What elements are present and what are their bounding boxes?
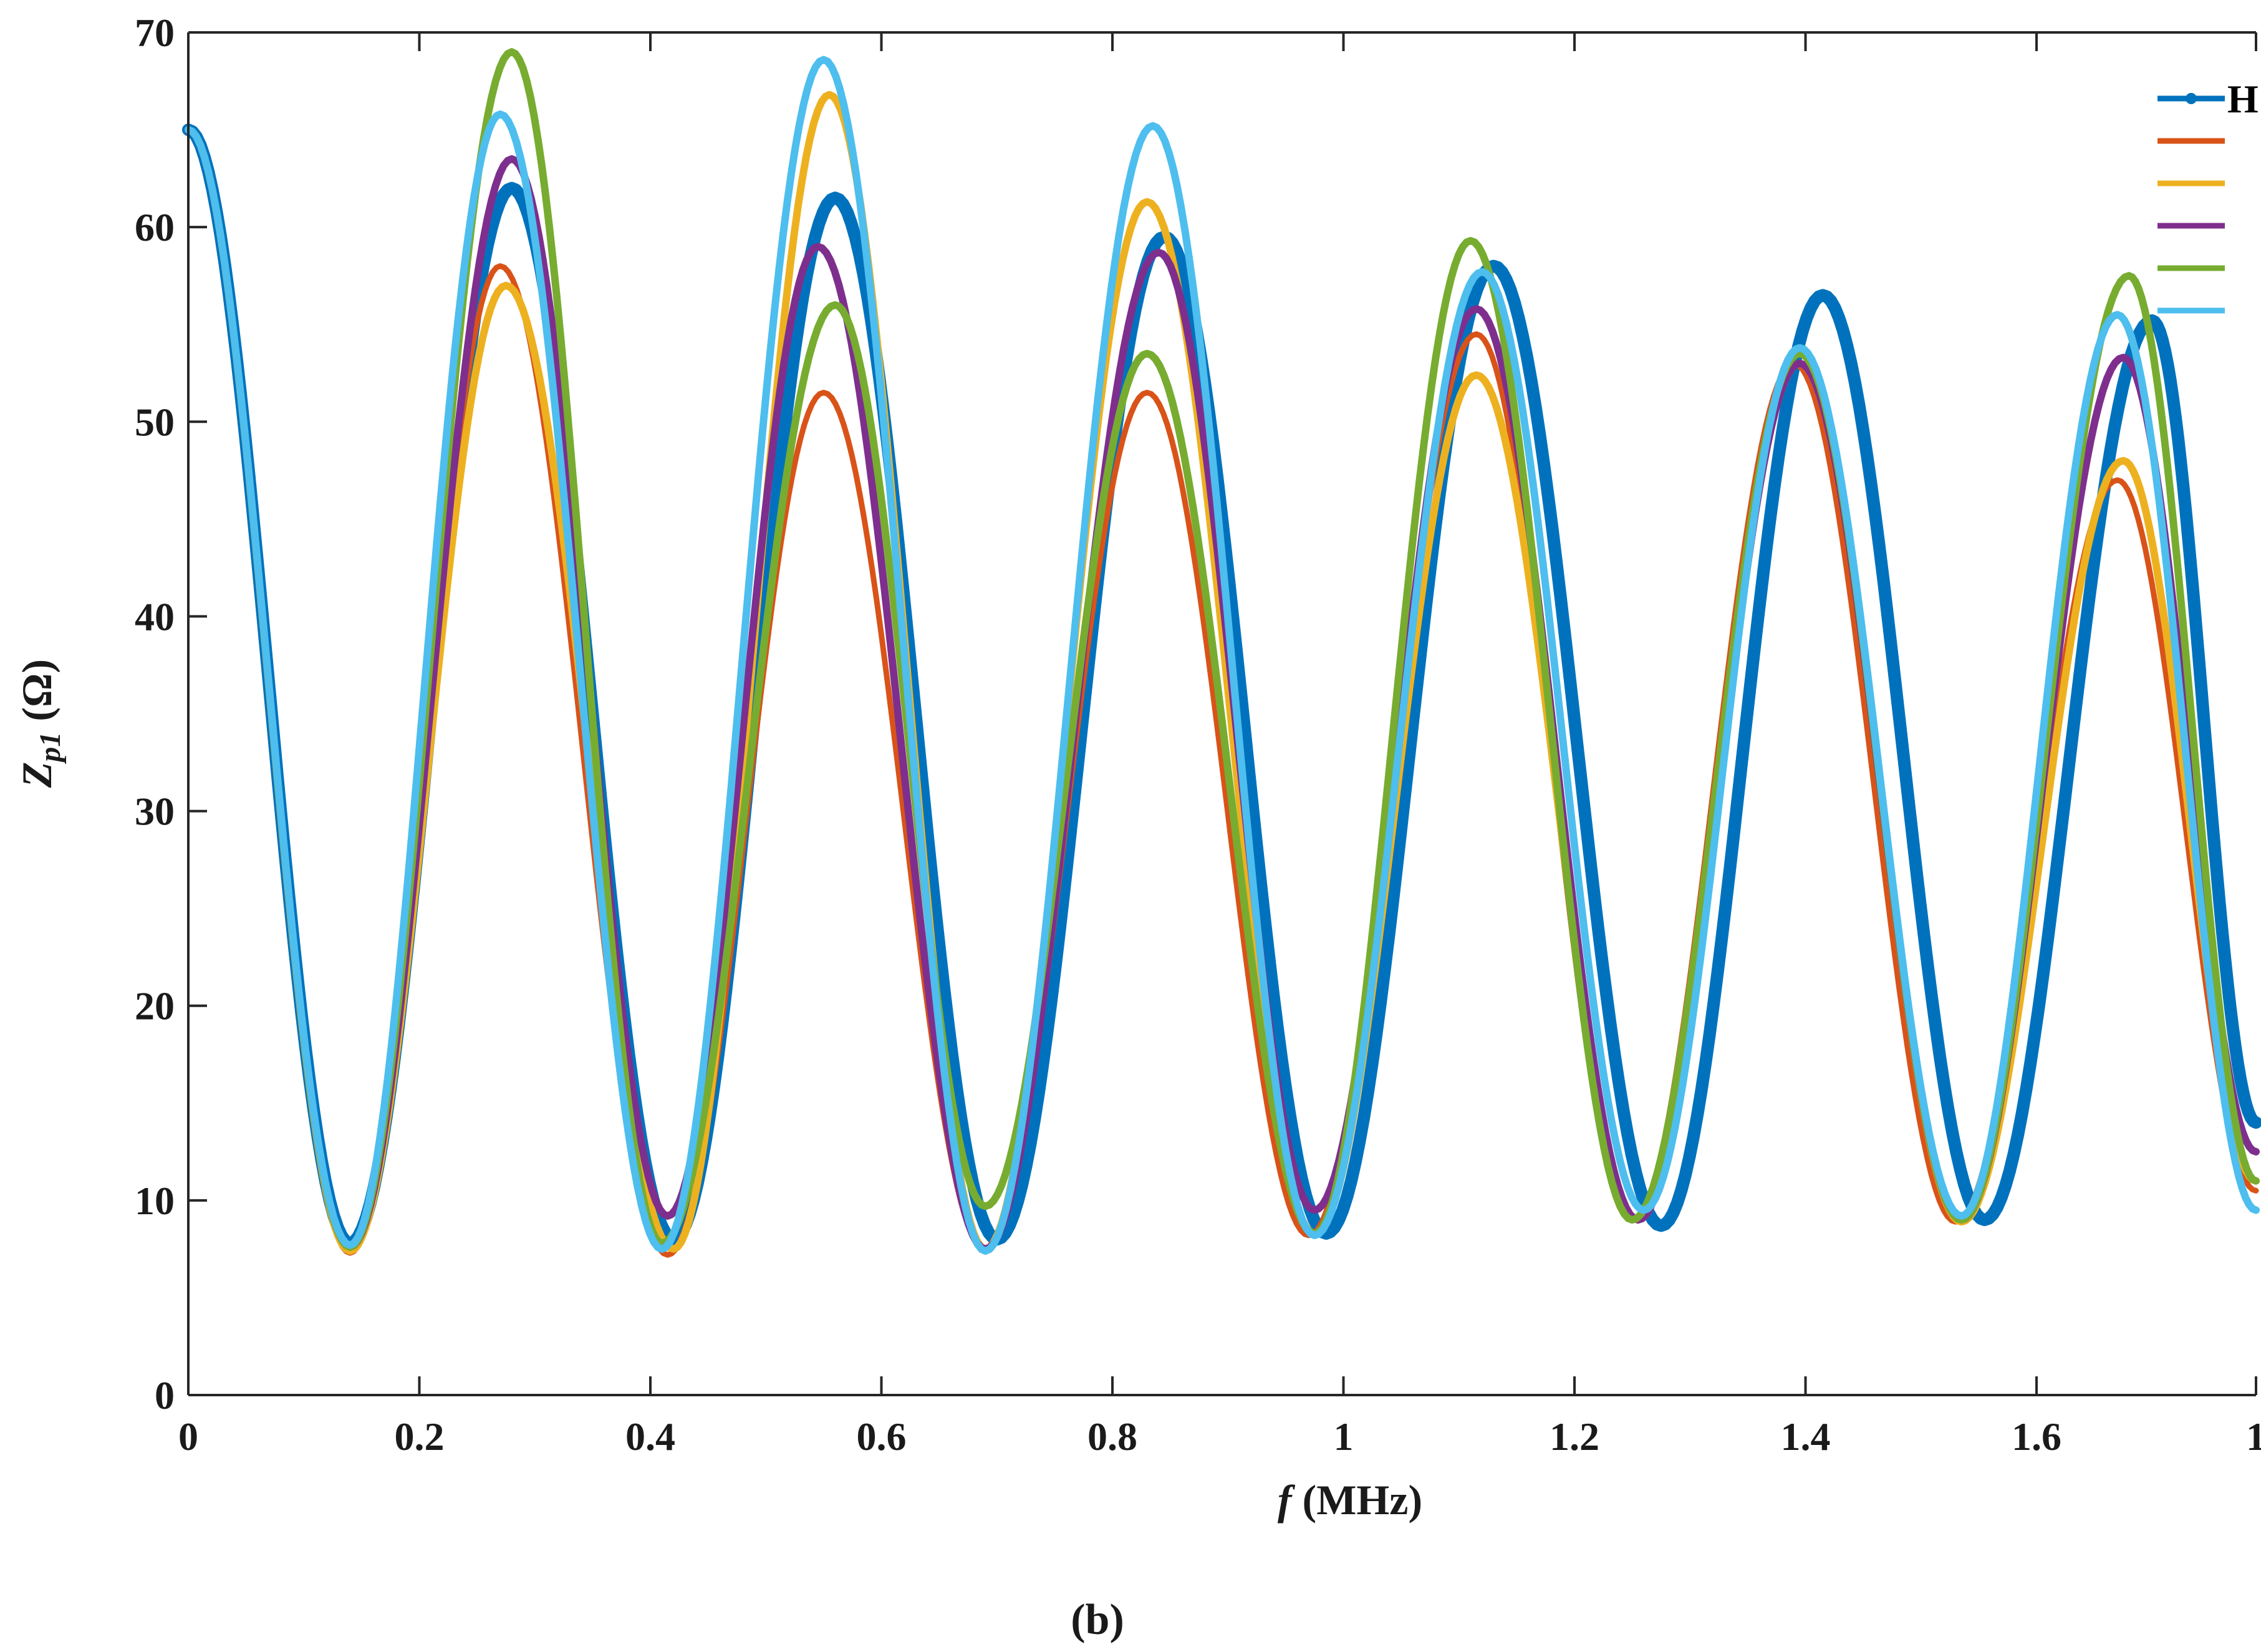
x-tick-label: 1 (2246, 1414, 2261, 1459)
y-tick-label: 60 (135, 205, 175, 249)
legend: H (2157, 77, 2259, 314)
y-tick-label: 40 (135, 594, 175, 639)
y-tick-label: 20 (135, 984, 175, 1028)
figure-caption: (b) (1071, 1596, 1124, 1644)
x-tick-label: 0.8 (1087, 1414, 1137, 1459)
y-axis-title: Zp1 (Ω) (13, 659, 67, 788)
x-tick-label: 0.4 (625, 1414, 675, 1459)
x-tick-label: 0.6 (857, 1414, 907, 1459)
y-axis-title-unit: (Ω) (13, 659, 60, 732)
series-layer (182, 48, 2261, 1258)
x-tick-label: 1.2 (1550, 1414, 1599, 1459)
legend-marker-1 (2186, 93, 2197, 104)
series-line-6 (185, 56, 2260, 1255)
y-axis-title-variable: Z (13, 762, 60, 789)
x-tick-label: 1.6 (2012, 1414, 2061, 1459)
legend-label-1: H (2227, 77, 2259, 121)
x-axis-title-unit: (MHz) (1292, 1476, 1423, 1524)
y-axis-title-subscript: p1 (34, 732, 67, 765)
x-axis-title: f (MHz) (1278, 1476, 1422, 1524)
y-tick-label: 30 (135, 790, 175, 834)
y-tick-label: 50 (135, 400, 175, 444)
x-tick-label: 0.2 (395, 1414, 445, 1459)
y-tick-label: 0 (155, 1373, 175, 1418)
x-tick-label: 0 (178, 1414, 198, 1459)
axes-layer (187, 31, 2256, 1396)
x-tick-label: 1 (1334, 1414, 1354, 1459)
x-tick-label: 1.4 (1781, 1414, 1831, 1459)
y-tick-label: 10 (135, 1179, 175, 1223)
y-tick-label: 70 (135, 11, 175, 55)
